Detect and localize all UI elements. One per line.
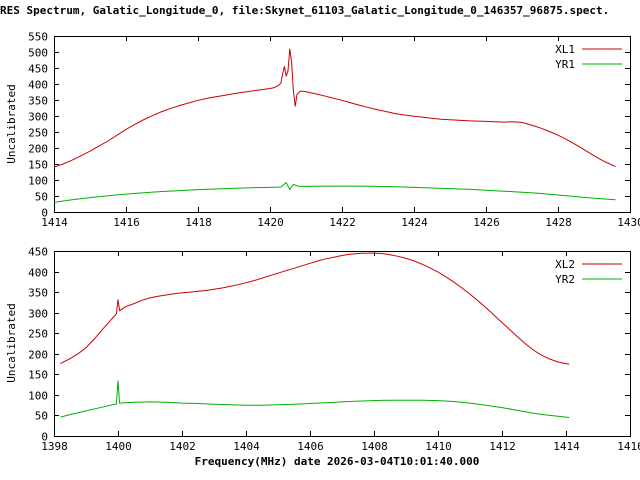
svg-text:1414: 1414 [41, 216, 68, 229]
svg-text:1420: 1420 [257, 216, 284, 229]
svg-text:350: 350 [28, 95, 48, 108]
svg-text:200: 200 [28, 349, 48, 362]
svg-text:250: 250 [28, 127, 48, 140]
y-axis-label-bottom: Uncalibrated [5, 303, 18, 383]
svg-text:400: 400 [28, 79, 48, 92]
svg-text:1418: 1418 [185, 216, 212, 229]
svg-text:350: 350 [28, 287, 48, 300]
svg-text:450: 450 [28, 63, 48, 76]
svg-text:YR2: YR2 [555, 273, 575, 286]
svg-text:1416: 1416 [113, 216, 140, 229]
svg-text:1404: 1404 [233, 440, 260, 453]
svg-text:50: 50 [35, 191, 48, 204]
svg-text:550: 550 [28, 31, 48, 44]
svg-text:1402: 1402 [169, 440, 196, 453]
svg-text:1412: 1412 [489, 440, 516, 453]
svg-text:300: 300 [28, 308, 48, 321]
svg-text:250: 250 [28, 328, 48, 341]
svg-text:1416: 1416 [617, 440, 640, 453]
svg-text:1426: 1426 [473, 216, 500, 229]
svg-text:1424: 1424 [401, 216, 428, 229]
svg-text:100: 100 [28, 390, 48, 403]
svg-text:YR1: YR1 [555, 58, 575, 71]
svg-text:200: 200 [28, 143, 48, 156]
svg-text:1408: 1408 [361, 440, 388, 453]
svg-text:100: 100 [28, 175, 48, 188]
svg-text:1414: 1414 [553, 440, 580, 453]
x-axis-label: Frequency(MHz) date 2026-03-04T10:01:40.… [194, 455, 480, 468]
svg-text:150: 150 [28, 369, 48, 382]
svg-text:450: 450 [28, 246, 48, 259]
svg-text:XL1: XL1 [555, 43, 575, 56]
svg-text:50: 50 [35, 410, 48, 423]
svg-text:1410: 1410 [425, 440, 452, 453]
svg-text:0: 0 [41, 207, 48, 220]
svg-text:500: 500 [28, 47, 48, 60]
svg-text:1398: 1398 [41, 440, 68, 453]
y-axis-label-top: Uncalibrated [5, 84, 18, 164]
svg-text:1422: 1422 [329, 216, 356, 229]
svg-text:XL2: XL2 [555, 258, 575, 271]
svg-text:0: 0 [41, 431, 48, 444]
svg-text:400: 400 [28, 267, 48, 280]
svg-text:1428: 1428 [545, 216, 572, 229]
svg-text:1400: 1400 [105, 440, 132, 453]
svg-text:150: 150 [28, 159, 48, 172]
plot-title: RES Spectrum, Galatic_Longitude_0, file:… [0, 4, 610, 17]
svg-text:300: 300 [28, 111, 48, 124]
svg-text:1406: 1406 [297, 440, 324, 453]
